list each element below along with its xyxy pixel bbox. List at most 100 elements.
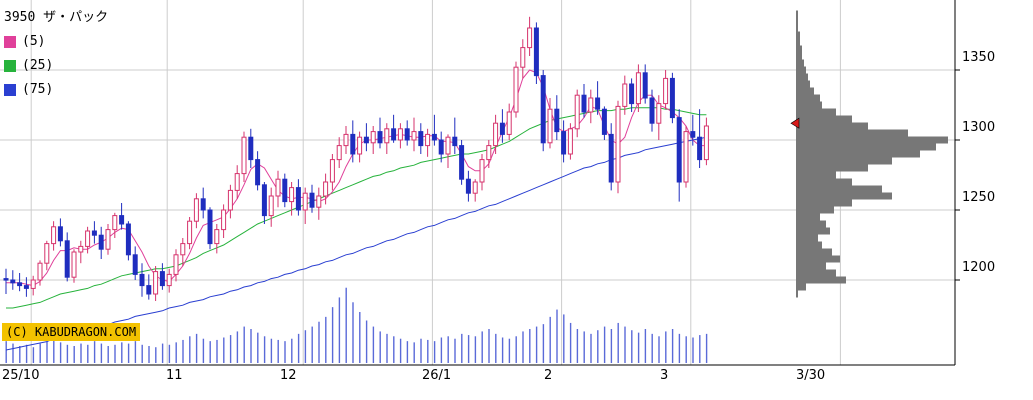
x-tick-label: 2: [544, 368, 553, 383]
candle-body: [329, 159, 335, 183]
candle-body: [533, 27, 539, 77]
volume-bar: [277, 339, 279, 363]
candle-body: [601, 108, 607, 135]
legend-label-ma5: (5): [22, 34, 46, 49]
candle-body: [629, 83, 635, 105]
candle-body: [397, 128, 403, 141]
volume-bar: [658, 336, 660, 363]
volume-profile-bar: [796, 143, 936, 151]
candle-body: [44, 243, 50, 264]
candle-body: [547, 108, 553, 144]
candle-body: [51, 226, 57, 245]
candle-body: [295, 187, 301, 211]
volume-profile-bar: [796, 115, 852, 123]
candle-body: [221, 209, 227, 231]
volume-bar: [556, 309, 558, 363]
volume-bar: [461, 333, 463, 363]
volume-bar: [25, 344, 28, 363]
legend-label-ma75: (75): [22, 82, 54, 97]
volume-bar: [59, 342, 62, 363]
x-tick-label: 11: [166, 368, 183, 383]
volume-bar: [569, 322, 572, 363]
volume-bar: [155, 347, 157, 363]
candle-body: [37, 262, 43, 281]
current-price-marker: [790, 117, 800, 129]
candle-body: [275, 178, 281, 197]
volume-profile-bar: [796, 17, 798, 25]
candle-body: [459, 145, 465, 180]
legend-label-ma25: (25): [22, 58, 54, 73]
candle-body: [649, 97, 655, 124]
volume-profile-bar: [796, 136, 948, 144]
y-tick-label: 1300: [962, 120, 996, 135]
volume-bar: [474, 336, 477, 363]
volume-profile-bar: [796, 269, 836, 277]
candle-body: [411, 131, 417, 141]
volume-profile-bar: [796, 24, 798, 32]
y-tick-label: 1200: [962, 260, 996, 275]
copyright-badge: (C) KABUDRAGON.COM: [2, 323, 141, 341]
volume-profile-bar: [796, 220, 826, 228]
x-tick-label: 26/1: [422, 368, 452, 383]
candle-body: [499, 122, 505, 135]
volume-bar: [488, 329, 490, 363]
candle-body: [357, 136, 363, 155]
chart-title: 3950 ザ・パック: [4, 10, 109, 25]
volume-profile-bar: [796, 248, 832, 256]
volume-profile-bar: [796, 255, 840, 263]
volume-bar: [73, 346, 75, 363]
candle-body: [554, 108, 560, 133]
candle-body: [78, 245, 84, 253]
volume-bar: [420, 338, 422, 363]
candle-body: [214, 229, 220, 245]
volume-profile-bar: [796, 185, 882, 193]
volume-bar: [705, 333, 708, 363]
volume-bar: [297, 333, 300, 363]
candle-body: [445, 136, 451, 155]
volume-bar: [80, 343, 82, 363]
volume-bar: [379, 331, 381, 363]
volume-profile-bar: [796, 164, 868, 172]
candle-body: [452, 136, 458, 147]
volume-bar: [107, 346, 109, 363]
volume-bar: [501, 337, 504, 363]
candle-body: [268, 195, 274, 217]
volume-bar: [481, 331, 483, 363]
candle-body: [98, 234, 104, 250]
candle-body: [336, 145, 342, 161]
volume-bar: [19, 346, 21, 363]
candle-body: [193, 198, 199, 222]
volume-profile-bar: [796, 122, 868, 130]
y-tick-label: 1350: [962, 50, 996, 65]
volume-bar: [175, 342, 177, 363]
candle-body: [350, 133, 356, 155]
candle-body: [683, 131, 689, 183]
volume-bar: [542, 324, 545, 363]
volume-bar: [576, 329, 579, 363]
candle-body: [676, 117, 682, 183]
volume-bar: [522, 331, 524, 363]
candle-body: [132, 254, 138, 275]
volume-bar: [345, 287, 347, 363]
volume-bar: [454, 338, 456, 363]
candle-body: [438, 139, 444, 155]
candle-body: [581, 94, 587, 113]
candle-body: [159, 271, 165, 287]
volume-bar: [257, 332, 259, 363]
volume-bar: [318, 321, 320, 363]
candle-body: [153, 271, 159, 295]
candle-body: [703, 125, 709, 161]
volume-bar: [644, 329, 647, 363]
candle-body: [418, 131, 424, 147]
legend-swatch-ma75: [4, 84, 16, 96]
volume-profile-bar: [796, 101, 822, 109]
candle-body: [384, 128, 390, 144]
candle-body: [642, 72, 648, 99]
volume-profile-bar: [796, 94, 820, 102]
volume-bar: [263, 336, 266, 363]
volume-bar: [12, 343, 14, 363]
candle-body: [309, 192, 315, 208]
volume-bar: [372, 326, 375, 363]
candle-body: [527, 27, 533, 49]
volume-profile-bar: [796, 129, 908, 137]
